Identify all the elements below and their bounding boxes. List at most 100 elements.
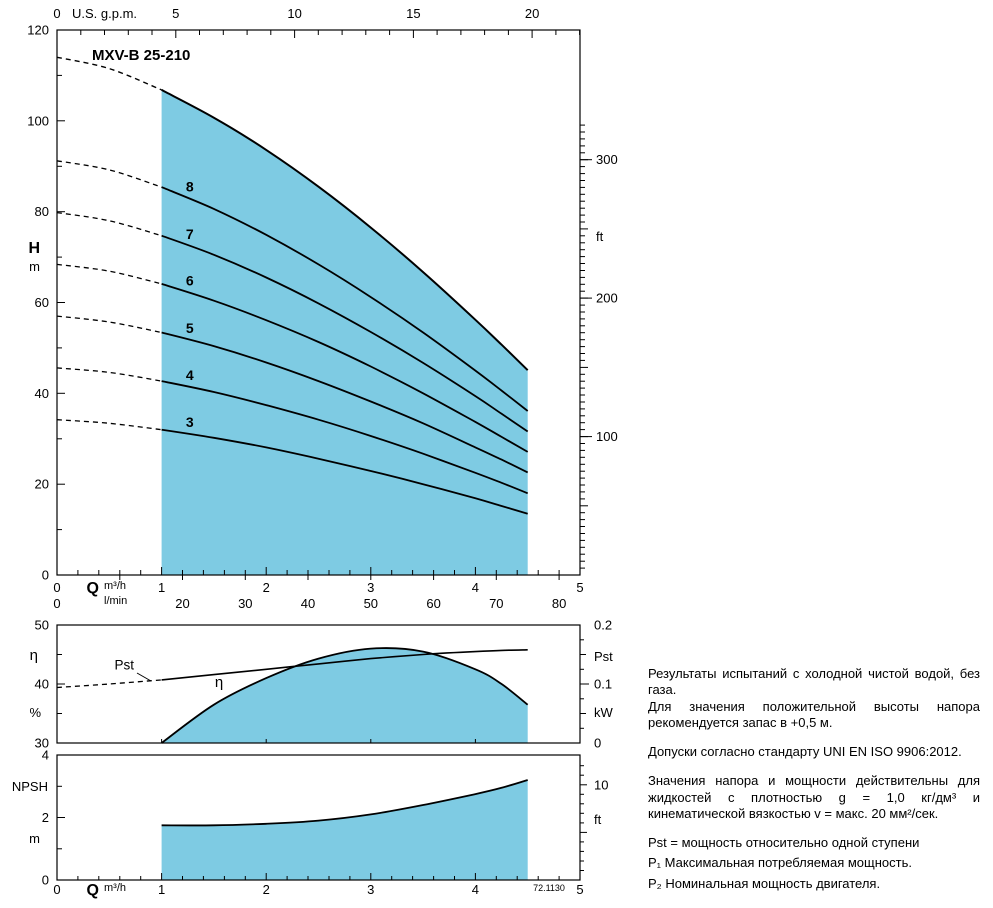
stage-label-4: 4	[186, 367, 194, 383]
ft-tick-label: 200	[596, 291, 618, 306]
kw-tick-label: 0.2	[594, 618, 612, 633]
gpm-axis-label: U.S. g.p.m.	[72, 6, 137, 21]
npsh-tick-label: 4	[42, 748, 49, 763]
q-lmin-tick-label: 80	[552, 596, 566, 611]
operating-region-fill	[161, 89, 528, 576]
pst-curve-label: Pst	[115, 657, 135, 672]
kw-axis-unit: kW	[594, 705, 614, 720]
npsh-q-unit: m³/h	[104, 882, 126, 894]
note-p2-definition: P₂ Номинальная мощность двигателя.	[648, 875, 881, 891]
eta-curve	[161, 647, 529, 744]
q-lmin-tick-label: 50	[364, 596, 378, 611]
q-lmin-tick-label: 60	[426, 596, 440, 611]
note-tolerances: Допуски согласно стандарту UNI EN ISO 99…	[648, 744, 962, 759]
h-tick-label: 120	[27, 23, 49, 38]
q-m3h-tick-label: 2	[263, 580, 270, 595]
note-p1-definition: P₁ Максимальная потребляемая мощность.	[648, 855, 912, 871]
h-tick-label: 80	[35, 204, 49, 219]
npsh-tick-label: 2	[42, 810, 49, 825]
pst-label-leader-line	[136, 672, 152, 682]
head-curve-5-dashed	[56, 315, 162, 334]
stage-label-3: 3	[186, 414, 194, 430]
h-tick-label: 60	[35, 295, 49, 310]
head-curve-8	[161, 186, 529, 412]
stage-label-8: 8	[186, 179, 194, 195]
main-chart-ticks	[57, 30, 592, 580]
envelope-curve	[161, 89, 529, 371]
npsh-q-tick-label: 5	[576, 882, 583, 897]
q-m3h-tick-label: 1	[158, 580, 165, 595]
note-pst-definition: Pst = мощность относительно одной ступен…	[648, 835, 920, 850]
npsh-q-axis-label: Q	[87, 882, 99, 899]
efficiency-chart-ticks	[57, 639, 589, 743]
kw-tick-label: 0.1	[594, 677, 612, 692]
head-curve-7-dashed	[56, 211, 162, 237]
q-m3h-tick-label: 4	[472, 580, 479, 595]
npsh-region-fill	[161, 780, 528, 880]
eta-tick-label: 50	[35, 618, 49, 633]
eta-region-fill	[161, 648, 528, 743]
notes-panel: Результаты испытаний с холодной чистой в…	[648, 666, 980, 892]
eta-tick-label: 40	[35, 677, 49, 692]
head-curve-6	[161, 283, 529, 453]
h-tick-label: 100	[27, 113, 49, 128]
npsh-chart: 4 2 0 NPSH m 10 ft 0 1 2 3 4 5 Q m³/h 72.1130	[12, 748, 609, 900]
head-curve-8-dashed	[56, 160, 162, 188]
gpm-tick-label: 15	[406, 6, 420, 21]
npsh-q-tick-label: 1	[158, 882, 165, 897]
npsh-q-tick-label: 3	[367, 882, 374, 897]
h-tick-label: 20	[35, 477, 49, 492]
eta-axis-unit: %	[29, 705, 41, 720]
ft-tick-label: 300	[596, 152, 618, 167]
stage-label-5: 5	[186, 320, 194, 336]
kw-tick-label: 0	[594, 736, 601, 751]
q-lmin-tick-label: 20	[175, 596, 189, 611]
q-lmin-unit: l/min	[104, 595, 127, 607]
gpm-zero-label: 0	[53, 6, 60, 21]
stage-label-7: 7	[186, 226, 194, 242]
chart-title: MXV-B 25-210	[92, 47, 190, 64]
envelope-curve-dashed	[56, 56, 162, 91]
head-curve-3-dashed	[56, 419, 162, 431]
head-curve-3	[161, 428, 528, 515]
npsh-ft-tick-label: 10	[594, 777, 608, 792]
eta-axis-label: η	[30, 647, 38, 664]
q-m3h-tick-label: 5	[576, 580, 583, 595]
gpm-tick-label: 5	[172, 6, 179, 21]
npsh-q-tick-label: 0	[53, 882, 60, 897]
q-m3h-tick-label: 3	[367, 580, 374, 595]
q-axis-label: Q	[87, 580, 99, 597]
head-curve-7	[161, 234, 529, 433]
note-head-margin: Для значения положительной высоты напора…	[648, 698, 980, 730]
eta-tick-label: 30	[35, 736, 49, 751]
npsh-axis-label: NPSH	[12, 779, 48, 794]
npsh-chart-ticks	[57, 765, 587, 880]
document-code: 72.1130	[533, 883, 565, 893]
npsh-axis-unit: m	[29, 831, 40, 846]
h-axis-unit: m	[29, 259, 40, 274]
pst-curve-dashed	[56, 679, 162, 689]
ft-tick-label: 100	[596, 429, 618, 444]
pst-axis-label: Pst	[594, 649, 613, 664]
npsh-ft-axis-unit: ft	[594, 812, 602, 827]
q-m3h-unit: m³/h	[104, 580, 126, 592]
npsh-tick-label: 0	[42, 873, 49, 888]
pst-curve	[161, 649, 528, 681]
q-lmin-tick-label: 30	[238, 596, 252, 611]
efficiency-power-chart: 50 40 30 η% 0.2 0.1 0 Pst kW Pst η	[29, 618, 613, 751]
npsh-q-tick-label: 2	[263, 882, 270, 897]
q-lmin-tick-label: 40	[301, 596, 315, 611]
head-curve-6-dashed	[56, 263, 162, 285]
npsh-q-tick-label: 4	[472, 882, 479, 897]
h-tick-label: 40	[35, 386, 49, 401]
head-curve-4	[161, 380, 529, 495]
ft-axis-unit: ft	[596, 229, 604, 244]
head-curve-4-dashed	[56, 367, 162, 382]
q-m3h-tick-label: 0	[53, 580, 60, 595]
eta-curve-label: η	[215, 674, 223, 691]
note-test-conditions: Результаты испытаний с холодной чистой в…	[648, 666, 980, 698]
h-axis-label: H	[28, 240, 40, 257]
